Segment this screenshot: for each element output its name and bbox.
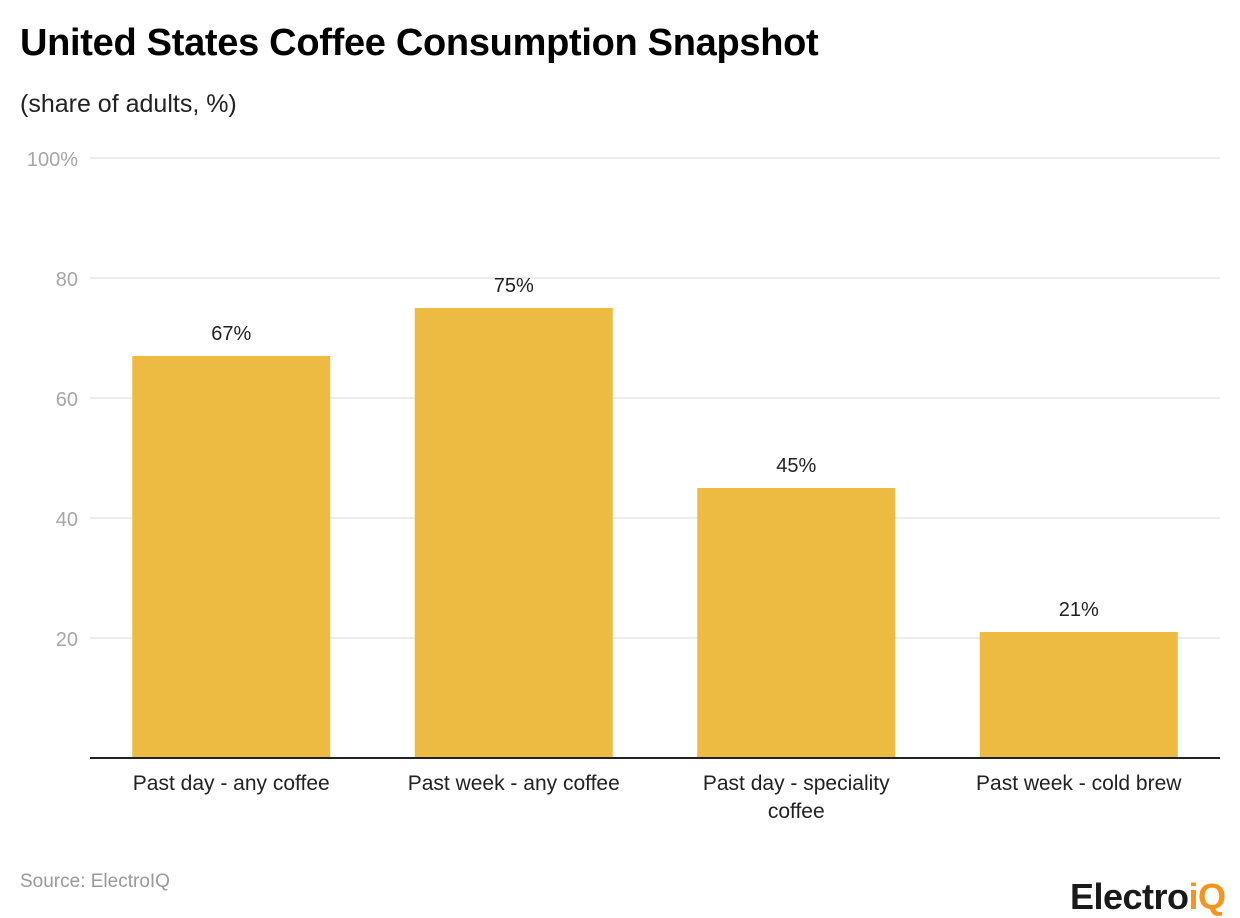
x-tick-label: Past week - cold brew [976, 772, 1182, 795]
x-tick-label: Past day - speciality [703, 772, 890, 795]
logo-main-text: Electro [1070, 876, 1189, 917]
bar [979, 632, 1178, 758]
electroiq-logo: ElectroiQ [1070, 876, 1226, 918]
data-label: 45% [776, 455, 816, 477]
chart-title: United States Coffee Consumption Snapsho… [20, 22, 819, 64]
data-label: 21% [1059, 599, 1099, 621]
x-tick-label: coffee [768, 800, 825, 823]
x-tick-label: Past week - any coffee [408, 772, 620, 795]
y-tick-label: 20 [56, 629, 78, 651]
data-label: 75% [494, 275, 534, 297]
source-note: Source: ElectroIQ [20, 871, 170, 892]
y-tick-label: 60 [56, 389, 78, 411]
bar [414, 308, 613, 758]
y-tick-label: 100% [27, 149, 78, 171]
data-label: 67% [211, 323, 251, 345]
bar [132, 356, 331, 758]
bar [697, 488, 896, 758]
logo-accent-text: iQ [1188, 876, 1227, 917]
y-tick-label: 80 [56, 269, 78, 291]
x-tick-label: Past day - any coffee [133, 772, 330, 795]
y-tick-label: 40 [56, 509, 78, 531]
chart-subtitle: (share of adults, %) [20, 90, 237, 118]
